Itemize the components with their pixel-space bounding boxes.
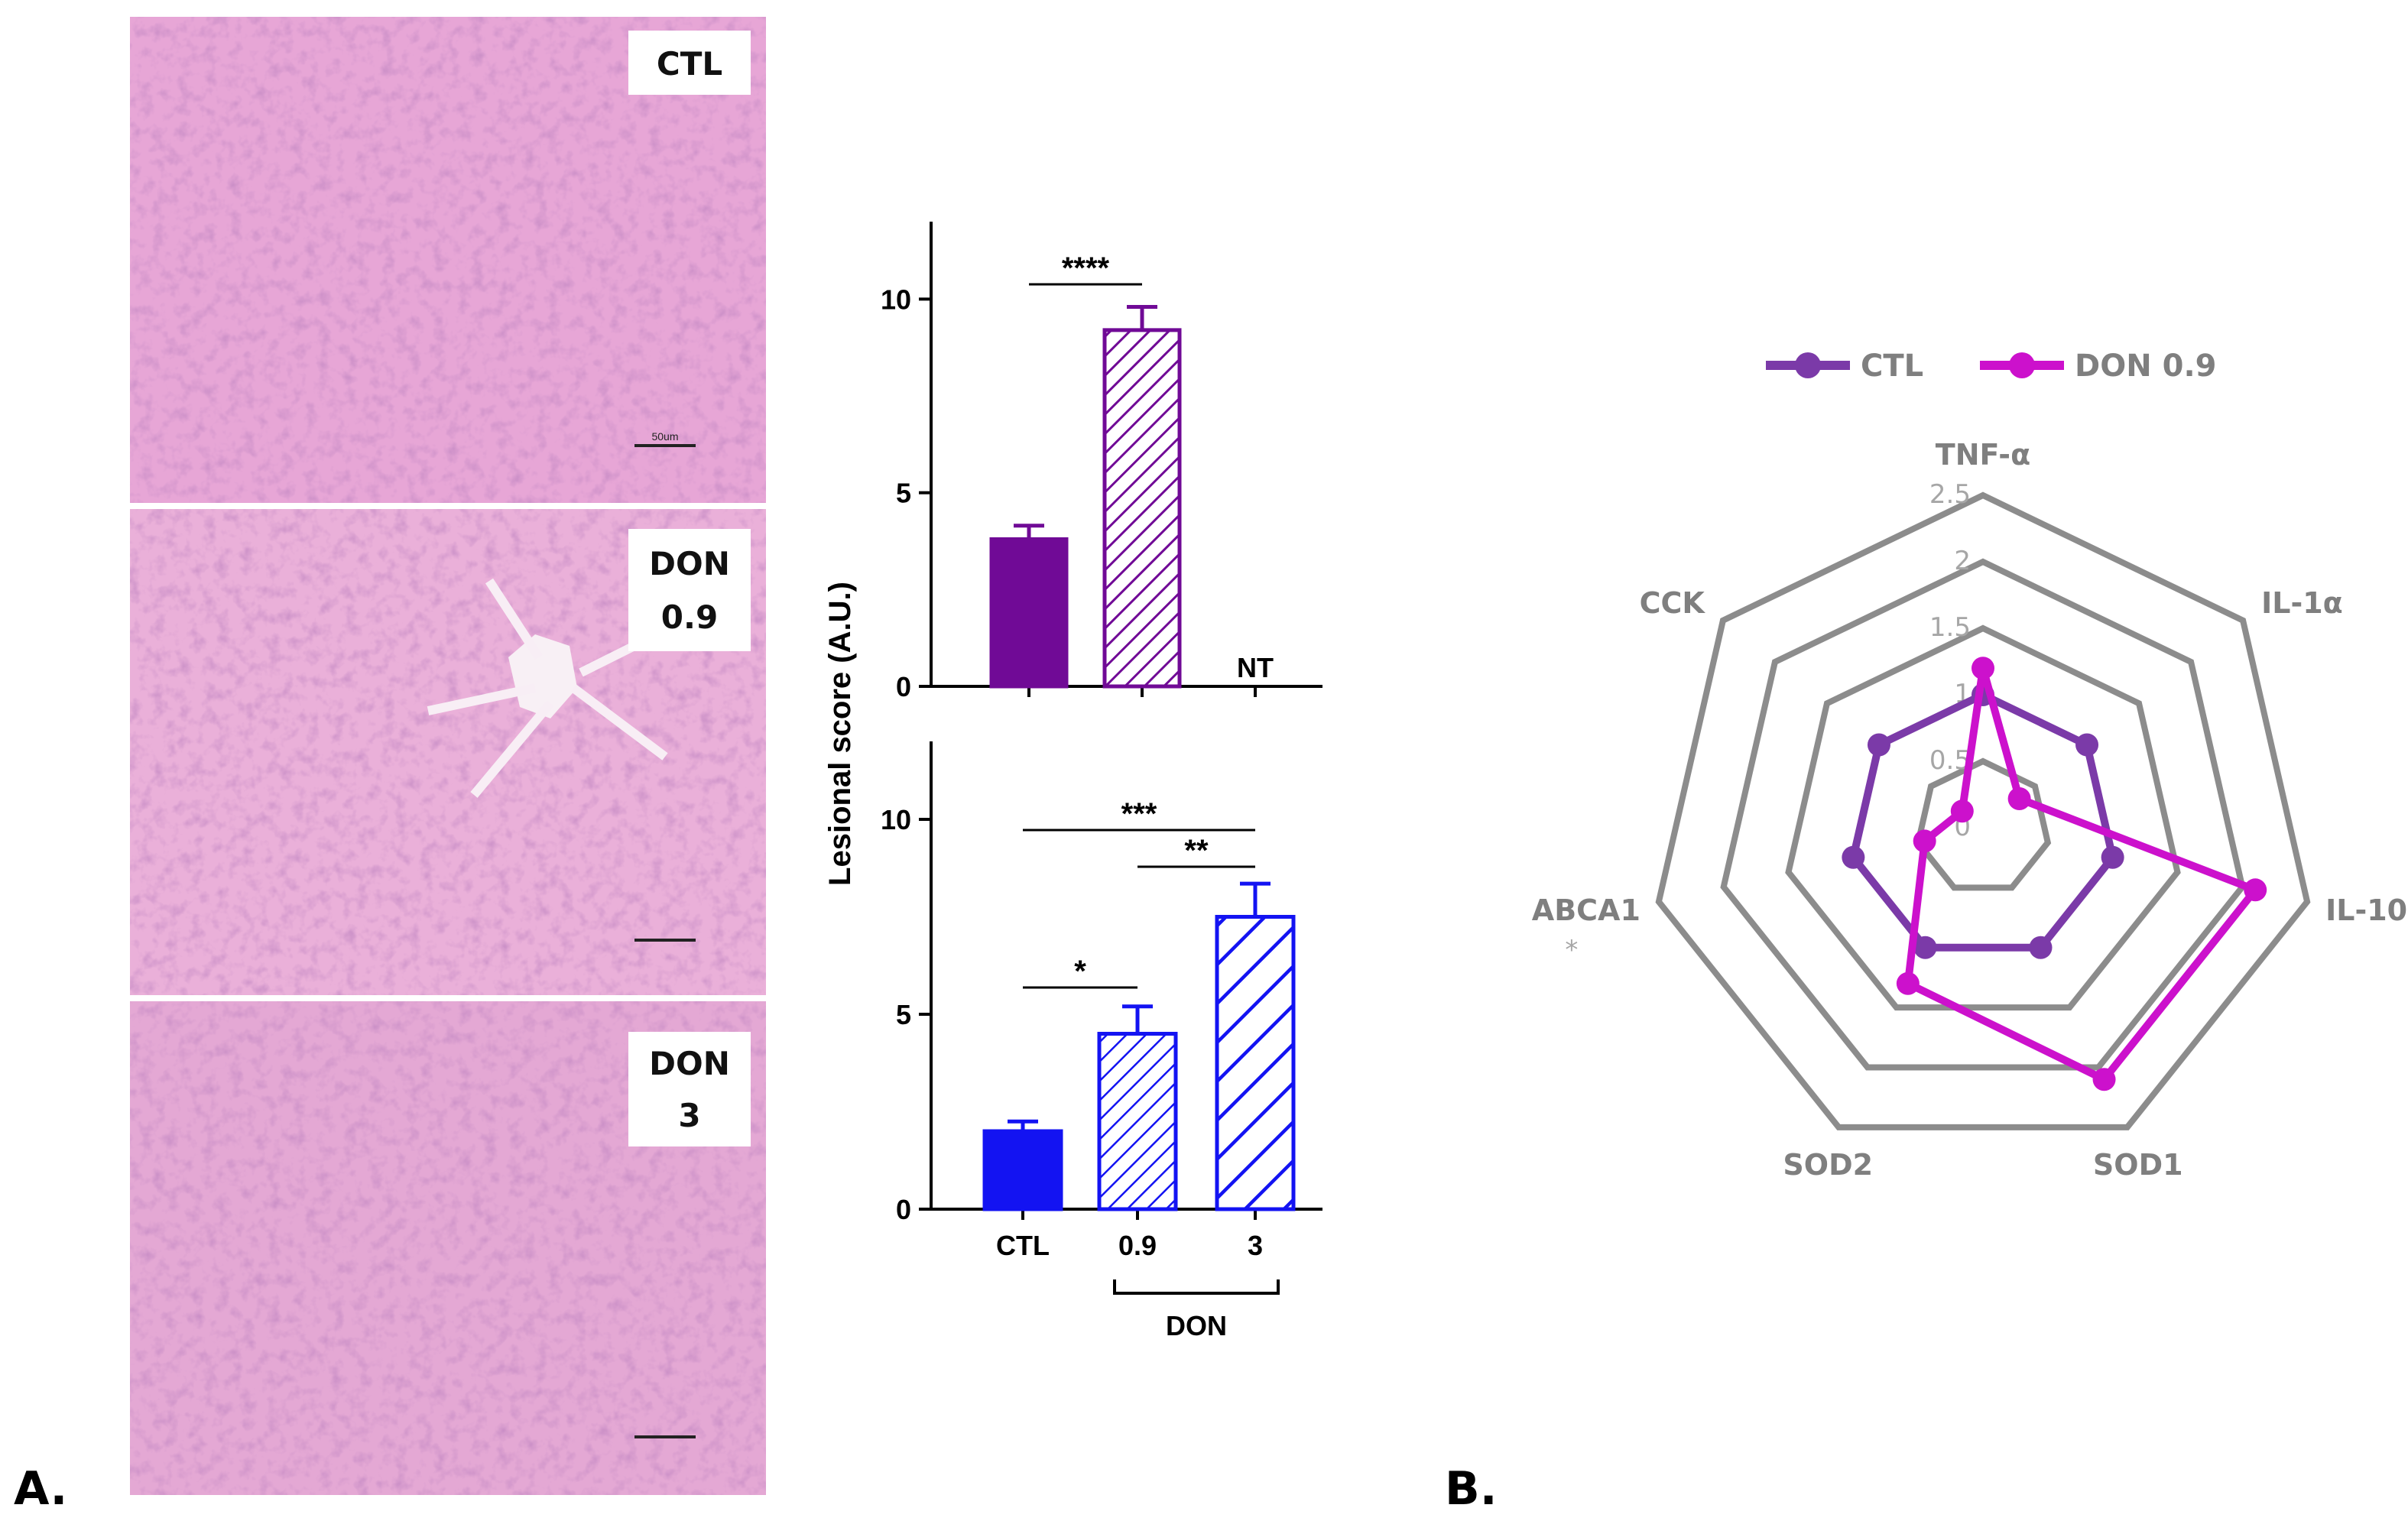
radar-point	[2007, 787, 2031, 811]
panel-a-label: A.	[14, 1462, 67, 1516]
radar-tick-label: 0.5	[1929, 745, 1971, 776]
radar-series-line	[1903, 664, 2260, 1084]
legend-label: DON 0.9	[2075, 349, 2216, 384]
y-tick-label: 0	[896, 671, 911, 702]
significance-label: *	[1074, 955, 1086, 988]
micrograph-don-3: DON 3	[130, 1001, 766, 1495]
y-tick-label: 10	[881, 284, 911, 315]
radar-grid-ring	[1785, 624, 2181, 1011]
group-bracket-label: DON	[1166, 1310, 1227, 1341]
micrograph-ctl: CTL 50um	[130, 17, 766, 503]
micrograph-label-don-3-line1: DON	[649, 1045, 730, 1082]
x-tick-label: CTL	[996, 1230, 1050, 1261]
radar-point	[1913, 829, 1936, 853]
panel-b-label: B.	[1445, 1462, 1498, 1516]
bar	[1097, 1032, 1178, 1211]
micrograph-label-don-3-line2: 3	[678, 1097, 700, 1134]
radar-grid-ring	[1914, 757, 2052, 891]
radar-point	[1972, 657, 1994, 680]
legend-marker	[1795, 352, 1821, 378]
bar	[989, 537, 1069, 689]
radar-point	[2029, 936, 2053, 959]
bar	[1102, 328, 1182, 689]
micrograph-label-ctl: CTL	[657, 45, 722, 83]
x-tick-label: 3	[1248, 1230, 1263, 1261]
radar-tick-label: 2.5	[1929, 479, 1971, 510]
radar-point	[1896, 971, 1920, 995]
y-tick-label: 10	[881, 804, 911, 835]
radar-axis-label: CCK	[1640, 586, 1706, 620]
bar	[1215, 915, 1296, 1211]
radar-axis-label: IL-1α	[2261, 586, 2343, 620]
radar-point	[2101, 845, 2124, 869]
y-tick-label: 5	[896, 999, 911, 1030]
radar-point	[1950, 799, 1974, 823]
radar-point	[2075, 733, 2099, 757]
radar-point	[2244, 878, 2267, 902]
bar	[982, 1129, 1063, 1211]
significance-label: ****	[1062, 251, 1110, 285]
significance-label: ***	[1121, 797, 1157, 831]
group-bracket	[1113, 1279, 1280, 1295]
not-tested-label: NT	[1237, 652, 1274, 683]
bar-chart-top: 0 5 10 NT ****	[881, 222, 1322, 702]
x-tick-label: 0.9	[1118, 1230, 1157, 1261]
radar-axis-label: IL-10	[2325, 893, 2407, 927]
radar-axis-significance: *	[1565, 935, 1578, 965]
histology-panels: CTL 50um DON 0.9 DON 3	[130, 17, 766, 1495]
radar-chart: 00.511.522.5TNF-αIL-1αIL-10SOD1SOD2ABCA1…	[1532, 349, 2407, 1182]
legend-marker	[2009, 352, 2035, 378]
radar-series-line	[1849, 691, 2117, 952]
y-axis-label: Lesional score (A.U.)	[823, 582, 857, 886]
radar-axis-label: SOD1	[2093, 1148, 2183, 1182]
radar-tick-label: 1.5	[1929, 612, 1971, 643]
radar-grid-ring	[1655, 491, 2311, 1130]
radar-axis-label: SOD2	[1783, 1148, 1873, 1182]
radar-point	[2092, 1068, 2116, 1091]
radar-axis-label: ABCA1	[1532, 893, 1640, 927]
legend-label: CTL	[1861, 349, 1923, 384]
micrograph-label-don-0-9-line1: DON	[649, 545, 730, 582]
significance-label: **	[1184, 834, 1209, 868]
radar-point	[1867, 733, 1890, 757]
radar-point	[1842, 845, 1865, 869]
y-tick-label: 0	[896, 1194, 911, 1225]
radar-axis-label: TNF-α	[1936, 438, 2030, 472]
radar-point	[1913, 936, 1937, 959]
micrograph-don-0-9: DON 0.9	[130, 509, 766, 995]
radar-grid-ring	[1720, 558, 2246, 1071]
y-tick-label: 5	[896, 478, 911, 509]
radar-tick-label: 2	[1954, 546, 1971, 576]
scale-bar-label: 50um	[651, 430, 678, 443]
micrograph-label-don-0-9-line2: 0.9	[661, 598, 718, 636]
